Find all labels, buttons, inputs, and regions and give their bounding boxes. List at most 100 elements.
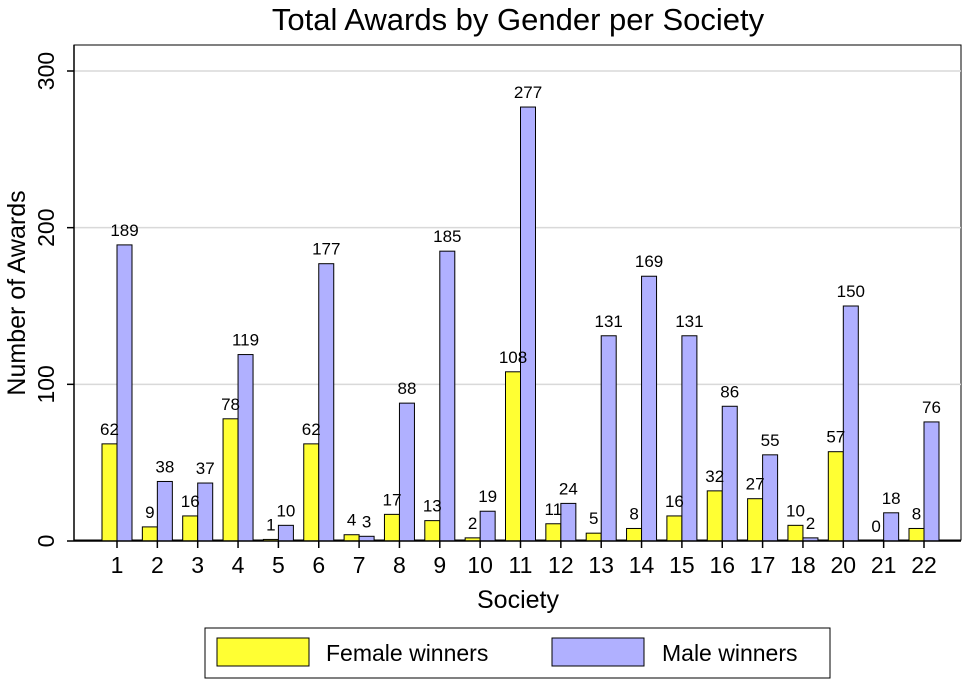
- x-tick-label: 1: [111, 552, 124, 578]
- bar-female: [908, 527, 925, 542]
- data-label-male: 88: [397, 379, 416, 398]
- chart-title: Total Awards by Gender per Society: [272, 2, 765, 37]
- bar-male: [560, 502, 577, 542]
- bar-male: [721, 405, 738, 542]
- x-tick-label: 22: [911, 552, 937, 578]
- data-label-male: 131: [675, 312, 703, 331]
- data-label-male: 2: [806, 514, 815, 533]
- data-label-male: 131: [595, 312, 623, 331]
- bar-male: [237, 354, 254, 542]
- bar-male: [439, 250, 456, 542]
- data-label-male: 19: [478, 487, 497, 506]
- bar-male: [883, 512, 900, 542]
- data-label-male: 37: [196, 459, 215, 478]
- bar-female: [666, 515, 683, 542]
- data-label-male: 18: [882, 489, 901, 508]
- bar-male: [318, 263, 335, 542]
- data-label-male: 119: [232, 331, 259, 350]
- y-tick-label: 300: [33, 52, 59, 90]
- bar-male: [923, 421, 940, 542]
- data-label-female: 16: [181, 492, 200, 511]
- bar-female: [585, 532, 602, 542]
- legend-swatch-male: [551, 637, 645, 667]
- legend: Female winners Male winners: [204, 627, 831, 679]
- legend-label-male: Male winners: [662, 640, 798, 666]
- data-label-male: 55: [761, 431, 780, 450]
- y-tick-label: 200: [33, 208, 59, 246]
- data-label-male: 3: [362, 512, 371, 531]
- x-axis-title: Society: [477, 586, 559, 614]
- x-tick-label: 21: [871, 552, 897, 578]
- x-tick-label: 13: [588, 552, 614, 578]
- data-label-female: 32: [705, 467, 724, 486]
- x-tick-label: 3: [191, 552, 204, 578]
- bar-female: [747, 498, 764, 542]
- x-tick-label: 6: [312, 552, 325, 578]
- x-axis-ticks: 1 2 3 4 5 6 7 8 9 10 11 12 13 14 15 16 17 18 20 21 22: [111, 541, 937, 578]
- data-label-female: 16: [665, 492, 684, 511]
- data-label-male: 38: [155, 457, 174, 476]
- bar-male: [479, 510, 496, 542]
- data-label-female: 5: [589, 509, 598, 528]
- x-tick-label: 2: [151, 552, 164, 578]
- legend-swatch-female: [216, 637, 310, 667]
- x-tick-label: 18: [790, 552, 816, 578]
- bar-male: [641, 275, 658, 542]
- bar-female: [827, 451, 844, 542]
- bar-female: [343, 534, 360, 542]
- data-label-female: 0: [871, 517, 880, 536]
- x-tick-label: 10: [467, 552, 493, 578]
- x-tick-label: 16: [709, 552, 735, 578]
- bar-female: [787, 524, 804, 542]
- data-label-male: 169: [635, 252, 663, 271]
- y-tick-label: 0: [33, 535, 59, 548]
- bar-male: [197, 482, 214, 542]
- data-label-male: 76: [922, 398, 941, 417]
- bar-female: [303, 443, 320, 542]
- x-tick-label: 20: [831, 552, 857, 578]
- x-tick-label: 7: [353, 552, 366, 578]
- data-label-female: 4: [347, 511, 356, 530]
- data-label-female: 78: [221, 395, 240, 414]
- x-tick-label: 17: [750, 552, 776, 578]
- data-label-male: 10: [276, 501, 295, 520]
- bar-female: [626, 527, 643, 542]
- data-label-female: 108: [499, 348, 527, 367]
- bar-female: [424, 520, 441, 542]
- data-label-female: 62: [302, 420, 321, 439]
- bar-female: [383, 513, 400, 542]
- bar-female: [505, 371, 521, 542]
- bar-male: [762, 454, 779, 542]
- data-label-female: 9: [145, 503, 154, 522]
- bar-female: [222, 418, 239, 542]
- bar-female: [182, 515, 199, 542]
- data-label-female: 1: [266, 515, 275, 534]
- data-label-male: 150: [837, 282, 865, 301]
- x-tick-label: 12: [548, 552, 574, 578]
- data-label-female: 17: [382, 490, 401, 509]
- bar-male: [156, 480, 173, 542]
- data-label-male: 177: [312, 240, 340, 259]
- bar-female: [706, 490, 723, 542]
- x-tick-label: 14: [629, 552, 655, 578]
- bar-female: [141, 526, 158, 542]
- data-label-male: 189: [110, 221, 138, 240]
- data-label-male: 277: [514, 83, 542, 102]
- y-axis-title: Number of Awards: [3, 190, 31, 395]
- bar-male: [681, 335, 698, 542]
- bar-male: [600, 335, 617, 542]
- data-label-male: 86: [720, 382, 739, 401]
- x-tick-label: 4: [232, 552, 245, 578]
- data-label-female: 13: [423, 497, 442, 516]
- bar-male: [520, 106, 536, 542]
- y-tick-label: 100: [33, 365, 59, 403]
- x-tick-label: 11: [509, 552, 533, 578]
- bar-male: [116, 244, 133, 542]
- x-tick-label: 5: [272, 552, 285, 578]
- x-tick-label: 8: [393, 552, 406, 578]
- data-label-female: 62: [100, 420, 119, 439]
- data-label-female: 27: [746, 475, 765, 494]
- data-label-male: 185: [433, 227, 461, 246]
- data-label-female: 8: [912, 504, 921, 523]
